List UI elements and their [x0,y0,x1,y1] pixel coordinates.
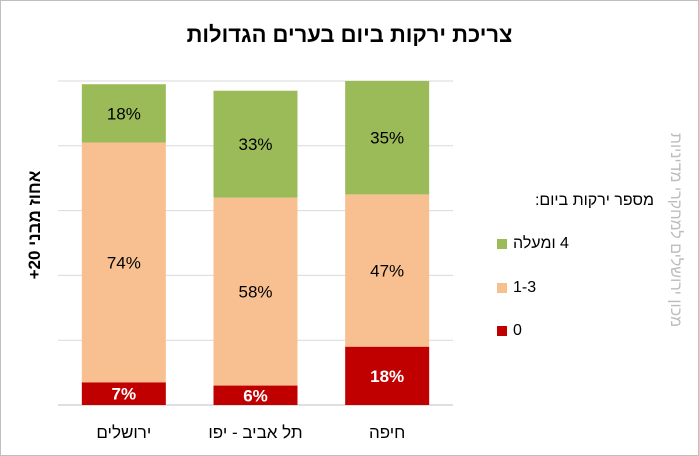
legend-item-4-plus: 4 ומעלה [497,234,569,254]
bar-segment [213,385,298,405]
bar-segment [213,197,298,386]
bar-segment [81,382,166,405]
data-label: 6% [243,386,268,405]
legend-item-1-3: 1-3 [497,278,536,298]
legend-swatch-1-3 [497,283,507,293]
chart-title: צריכת ירקות ביום בערים הגדולות [186,22,513,47]
data-label: 47% [370,262,404,281]
legend-title: מספר ירקות ביום: [534,192,654,209]
data-label: 58% [238,283,272,302]
data-label: 7% [112,385,137,404]
bar-segment [81,84,166,143]
data-label: 18% [107,104,141,123]
x-tick-label: תל אביב - יפו [208,423,302,442]
legend-label-0: 0 [513,322,522,339]
bar-segment [81,142,166,383]
data-label: 33% [238,135,272,154]
data-label: 74% [107,253,141,272]
x-tick-label: חיפה [369,423,405,442]
bar-segment [345,81,430,195]
legend-label-1-3: 1-3 [513,279,537,296]
bar-segment [213,90,298,198]
legend-swatch-4-plus [497,239,507,249]
data-label: 35% [370,129,404,148]
x-tick-label: ירושלים [96,423,151,442]
legend-label-4-plus: 4 ומעלה [513,235,569,252]
legend-item-0: 0 [497,321,522,341]
legend-swatch-0 [497,326,507,336]
bar-segment [345,346,430,405]
bar-segment [345,194,430,347]
data-label: 18% [370,367,404,386]
